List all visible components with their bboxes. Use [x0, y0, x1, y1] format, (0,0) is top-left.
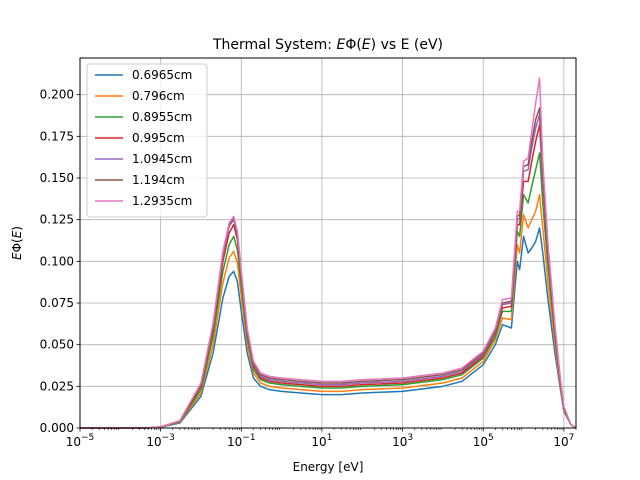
legend-label: 0.796cm — [132, 89, 185, 103]
series-line-3 — [80, 152, 577, 429]
series-line-7 — [80, 77, 577, 429]
x-tick-label: 103 — [392, 433, 413, 449]
x-axis-label: Energy [eV] — [293, 460, 364, 474]
legend-label: 0.995cm — [132, 131, 185, 145]
series-line-1 — [80, 227, 577, 429]
legend-label: 1.0945cm — [132, 152, 192, 166]
x-tick-label: 107 — [553, 433, 574, 449]
y-tick-label: 0.125 — [40, 213, 74, 227]
x-tick-label: 101 — [311, 433, 332, 449]
series-lines — [80, 77, 577, 429]
x-tick-label: 10−5 — [66, 433, 95, 449]
legend: 0.6965cm 0.796cm 0.8955cm 0.995cm 1.0945cm 1.… — [86, 63, 208, 218]
chart-title: Thermal System: EΦ(E) vs E (eV) — [212, 37, 443, 53]
series-line-2 — [80, 193, 577, 429]
y-tick-label: 0.200 — [40, 88, 74, 102]
legend-label: 0.6965cm — [132, 68, 192, 82]
legend-box — [86, 63, 208, 218]
legend-label: 1.2935cm — [132, 194, 192, 208]
plot-frame — [79, 57, 577, 429]
y-tick-label: 0.025 — [40, 379, 74, 393]
legend-label: 0.8955cm — [132, 110, 192, 124]
y-tick-label: 0.000 — [40, 421, 74, 435]
x-tick-label: 10−3 — [146, 433, 175, 449]
y-tick-label: 0.150 — [40, 171, 74, 185]
y-tick-label: 0.075 — [40, 296, 74, 310]
x-tick-label: 105 — [473, 433, 494, 449]
y-axis-label: EΦ(E) — [10, 226, 24, 260]
y-tick-label: 0.100 — [40, 254, 74, 268]
y-tick-label: 0.175 — [40, 129, 74, 143]
x-tick-label: 10−1 — [227, 433, 256, 449]
legend-label: 1.194cm — [132, 173, 185, 187]
y-tick-label: 0.050 — [40, 338, 74, 352]
axes: 10−5 10−3 10−1 101 103 105 107 0.000 0.025 0.050 0… — [40, 88, 577, 449]
